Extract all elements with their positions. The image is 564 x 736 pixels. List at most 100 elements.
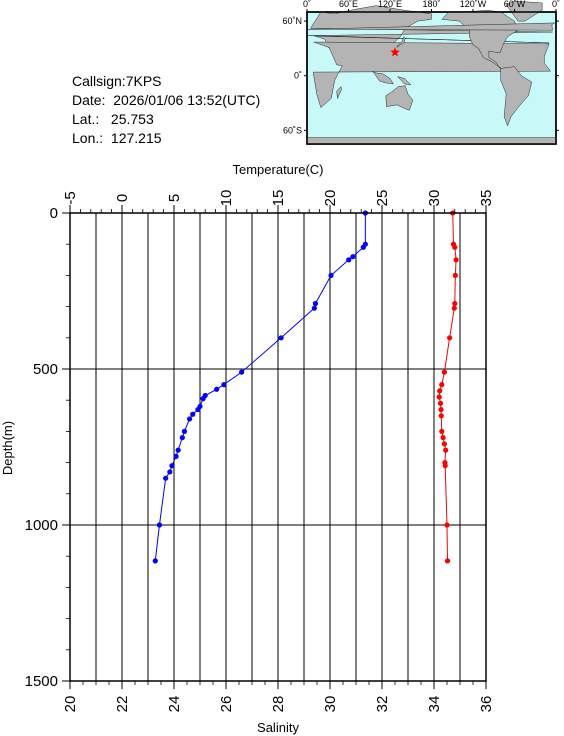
salinity-point bbox=[439, 382, 445, 388]
chart-series bbox=[152, 210, 459, 564]
temperature-point bbox=[200, 396, 206, 402]
salinity-point bbox=[450, 241, 457, 247]
map-landmass-madagascar bbox=[336, 86, 342, 100]
temperature-point bbox=[173, 453, 179, 459]
salinity-tick-label: 32 bbox=[374, 696, 391, 713]
salinity-point bbox=[441, 441, 447, 447]
temperature-point bbox=[163, 475, 169, 481]
temperature-tick-label: 25 bbox=[374, 190, 391, 207]
map-lon-label: 180˚ bbox=[422, 0, 440, 9]
salinity-tick-label: 34 bbox=[426, 696, 443, 713]
temperature-point bbox=[202, 392, 208, 399]
temperature-point bbox=[187, 416, 193, 422]
salinity-point bbox=[452, 300, 458, 307]
temperature-tick-label: 0 bbox=[114, 194, 131, 202]
temperature-point bbox=[190, 411, 196, 417]
salinity-point bbox=[438, 406, 444, 413]
temperature-point bbox=[221, 382, 227, 388]
salinity-point bbox=[444, 522, 450, 528]
salinity-tick-label: 26 bbox=[218, 696, 235, 713]
location-map: 0˚ 60˚E 120˚E 180˚ 120˚W 60˚W 0˚60˚N0˚60˚S bbox=[282, 0, 560, 145]
salinity-point bbox=[439, 428, 445, 434]
temperature-point bbox=[362, 210, 368, 216]
map-lon-label: 120˚E bbox=[378, 0, 402, 9]
map-landmass-indonesia bbox=[372, 70, 394, 85]
map-landmass-new-guinea bbox=[396, 76, 412, 86]
temperature-point bbox=[152, 558, 158, 564]
temperature-point bbox=[195, 406, 201, 413]
salinity-point bbox=[438, 413, 444, 419]
map-landmass-uk bbox=[307, 22, 556, 31]
salinity-tick-label: 30 bbox=[322, 696, 339, 713]
temperature-point bbox=[239, 369, 245, 375]
map-landmass-greenland bbox=[505, 0, 543, 22]
plot-frame bbox=[69, 212, 487, 682]
salinity-point bbox=[443, 447, 449, 453]
depth-tick-label: 500 bbox=[33, 361, 58, 378]
temperature-point bbox=[312, 300, 319, 307]
temperature-tick-label: 35 bbox=[478, 190, 495, 207]
salinity-point bbox=[453, 257, 459, 263]
salinity-point bbox=[444, 558, 451, 564]
map-lat-label: 60˚N bbox=[282, 16, 302, 26]
salinity-point bbox=[441, 369, 447, 375]
temperature-tick-label: 5 bbox=[166, 194, 183, 202]
map-landmass-antarctica bbox=[306, 137, 557, 145]
temperature-point bbox=[328, 272, 334, 278]
temperature-tick-label: 30 bbox=[426, 190, 443, 207]
map-landmass-japan bbox=[396, 36, 406, 48]
depth-tick-label: 0 bbox=[50, 205, 58, 222]
salinity-point bbox=[436, 394, 442, 400]
temperature-point bbox=[350, 254, 356, 260]
chart-axes: -5 0 5 10 15 20 25 30 35 20 22 24 26 28 30 32 34 36 0 500 10… bbox=[25, 190, 495, 713]
map-lat-label: 60˚S bbox=[283, 125, 302, 135]
map-lat-label: 0˚ bbox=[294, 71, 302, 81]
temperature-point bbox=[311, 305, 317, 311]
map-labels: 0˚ 60˚E 120˚E 180˚ 120˚W 60˚W 0˚60˚N0˚60˚S bbox=[282, 0, 560, 135]
temperature-point bbox=[175, 447, 181, 453]
temperature-point bbox=[362, 241, 368, 247]
temperature-tick-label: 15 bbox=[270, 190, 287, 207]
map-lon-label: 0˚ bbox=[303, 0, 311, 9]
map-landmass-south-america bbox=[500, 66, 533, 127]
temperature-point bbox=[167, 469, 173, 475]
temperature-tick-label: 20 bbox=[322, 190, 339, 207]
map-lon-label: 0˚ bbox=[552, 0, 560, 9]
map-lon-label: 60˚W bbox=[504, 0, 526, 9]
callsign-text: Callsign:7KPS bbox=[72, 73, 162, 89]
salinity-point bbox=[440, 435, 446, 441]
salinity-point bbox=[442, 463, 448, 469]
salinity-point bbox=[451, 305, 457, 311]
salinity-point bbox=[437, 400, 444, 406]
salinity-point bbox=[442, 460, 448, 466]
salinity-tick-label: 36 bbox=[478, 696, 495, 713]
salinity-tick-label: 24 bbox=[166, 696, 183, 713]
temperature-point bbox=[181, 428, 187, 434]
depth-axis-label: Depth(m) bbox=[0, 421, 15, 475]
temperature-tick-label: 10 bbox=[218, 190, 235, 207]
map-land bbox=[306, 0, 557, 145]
temperature-point bbox=[214, 386, 220, 392]
latitude-text: Lat.: 25.753 bbox=[72, 111, 154, 127]
temperature-point bbox=[156, 522, 163, 528]
chart-grid bbox=[69, 212, 487, 682]
station-info: Callsign:7KPS Date: 2026/01/06 13:52(UTC… bbox=[72, 72, 260, 148]
salinity-point bbox=[437, 388, 443, 394]
date-text: Date: 2026/01/06 13:52(UTC) bbox=[72, 92, 261, 108]
salinity-tick-label: 28 bbox=[270, 696, 287, 713]
salinity-profile-line bbox=[438, 212, 457, 561]
salinity-point bbox=[452, 244, 458, 250]
temperature-point bbox=[360, 244, 366, 250]
map-lon-label: 120˚W bbox=[460, 0, 487, 9]
depth-tick-label: 1500 bbox=[25, 673, 58, 690]
station-star-icon bbox=[390, 47, 400, 57]
temperature-point bbox=[346, 257, 352, 263]
map-landmass-australia bbox=[385, 85, 414, 111]
depth-tick-label: 1000 bbox=[25, 517, 58, 534]
temperature-point bbox=[278, 335, 284, 341]
salinity-axis-label: Salinity bbox=[257, 720, 299, 735]
temperature-axis-label: Temperature(C) bbox=[232, 162, 323, 177]
station-marker bbox=[390, 47, 400, 57]
map-lon-label: 60˚E bbox=[339, 0, 358, 9]
temperature-point bbox=[169, 463, 175, 469]
